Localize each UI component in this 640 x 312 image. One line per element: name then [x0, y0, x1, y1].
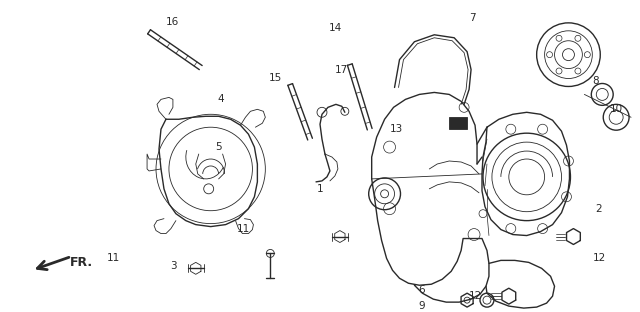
Text: 13: 13	[390, 124, 403, 134]
Text: 12: 12	[468, 291, 482, 301]
Text: 8: 8	[592, 76, 598, 86]
Text: 12: 12	[593, 253, 606, 263]
Text: 6: 6	[418, 285, 425, 295]
Text: 5: 5	[215, 142, 222, 152]
Text: 16: 16	[166, 17, 180, 27]
Text: 14: 14	[329, 23, 342, 33]
Text: 17: 17	[335, 65, 349, 75]
Text: 3: 3	[171, 261, 177, 271]
Text: 11: 11	[237, 224, 250, 234]
Text: 11: 11	[107, 253, 120, 263]
Text: 10: 10	[610, 104, 623, 114]
Text: FR.: FR.	[70, 256, 93, 269]
Text: 7: 7	[468, 13, 476, 23]
Text: 2: 2	[595, 204, 602, 214]
Bar	[449, 117, 467, 129]
Text: 1: 1	[317, 184, 323, 194]
Text: 9: 9	[418, 301, 425, 311]
Text: 4: 4	[218, 95, 224, 105]
Text: 15: 15	[269, 72, 282, 82]
